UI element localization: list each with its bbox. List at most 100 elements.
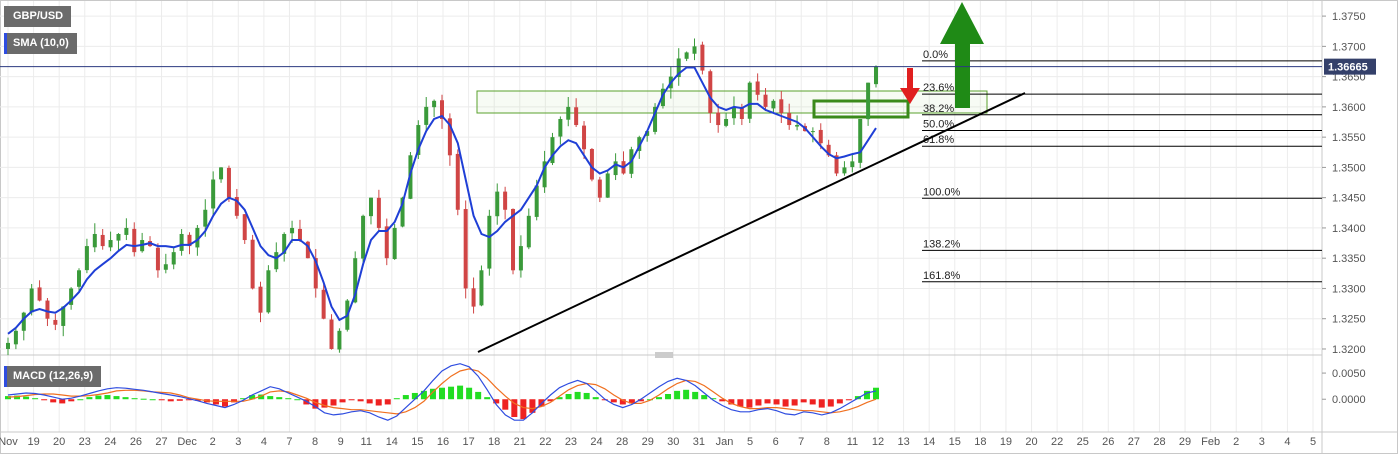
macd-histogram-bar (420, 390, 427, 400)
macd-histogram-bar (222, 399, 228, 407)
y-tick-label: 1.3550 (1332, 132, 1366, 144)
candle-body (850, 161, 855, 168)
candle-body (242, 214, 247, 241)
candle-body (613, 161, 618, 176)
macd-histogram-bar (511, 399, 518, 418)
candle-body (455, 153, 460, 210)
macd-histogram-bar (294, 399, 301, 401)
macd-histogram-bar (77, 399, 84, 401)
symbol-badge[interactable]: GBP/USD (4, 6, 72, 27)
candle-body (258, 286, 263, 313)
macd-histogram-bar (556, 397, 563, 400)
candle-body (779, 99, 784, 113)
x-tick-label: 24 (590, 436, 602, 448)
candle-body (511, 208, 516, 271)
candle-body (818, 129, 823, 144)
candle-body (440, 100, 444, 119)
candle-body (724, 118, 729, 126)
x-tick-label: 15 (411, 436, 423, 448)
macd-histogram-bar (384, 399, 391, 405)
candle-body (597, 179, 602, 198)
x-tick-label: 8 (312, 436, 318, 448)
candle-body (77, 270, 82, 287)
x-tick-label: Dec (177, 436, 197, 448)
macd-histogram-bar (429, 388, 436, 400)
candle-body (195, 227, 200, 248)
x-tick-label: 19 (27, 436, 39, 448)
candle-body (653, 106, 658, 132)
x-tick-label: 3 (235, 436, 241, 448)
candle-body (739, 107, 744, 119)
macd-histogram-bar (719, 399, 726, 402)
candle-body (211, 179, 216, 209)
macd-histogram-bar (764, 399, 771, 404)
macd-histogram-bar (41, 399, 48, 401)
candle-body (526, 215, 531, 248)
x-tick-label: 15 (949, 436, 961, 448)
candle-body (163, 264, 168, 270)
macd-line (7, 363, 877, 421)
macd-histogram-bar (791, 399, 798, 406)
macd-histogram-bar (665, 394, 672, 400)
candle-body (266, 270, 271, 313)
macd-histogram-bar (86, 397, 93, 400)
macd-histogram-bar (574, 391, 581, 400)
macd-histogram-bar (339, 399, 346, 403)
macd-histogram-bar (176, 399, 183, 401)
macd-histogram-bar (836, 399, 843, 404)
macd-histogram-bar (249, 395, 256, 400)
macd-histogram-bar (185, 399, 192, 401)
x-tick-label: 30 (667, 436, 679, 448)
macd-histogram-bar (737, 399, 744, 407)
candle-body (305, 241, 310, 259)
x-tick-label: 27 (155, 436, 167, 448)
macd-histogram-bar (321, 399, 328, 408)
candle-body (645, 131, 650, 136)
x-tick-label: 20 (1025, 436, 1037, 448)
macd-histogram-bar (357, 399, 364, 402)
macd-histogram-bar (610, 399, 617, 403)
candle-body (684, 52, 689, 59)
macd-histogram-bar (375, 399, 382, 406)
sma-indicator-badge[interactable]: SMA (10,0) (4, 33, 77, 54)
x-tick-label: 14 (923, 436, 935, 448)
candle-body (763, 94, 768, 107)
x-tick-label: 21 (514, 436, 526, 448)
candle-body (589, 149, 594, 180)
macd-histogram-bar (863, 390, 870, 400)
macd-histogram-bar (448, 386, 455, 400)
fib-label: 100.0% (923, 186, 961, 198)
candle-body (503, 191, 508, 210)
candle-body (810, 131, 815, 133)
x-tick-label: 14 (386, 436, 398, 448)
price-axis: 1.37501.37001.36501.36001.35501.35001.34… (0, 11, 1376, 356)
candle-body (771, 100, 776, 109)
macd-histogram-bar (674, 390, 681, 400)
candle-body (550, 137, 555, 164)
x-tick-label: 24 (104, 436, 116, 448)
candle-body (329, 319, 334, 349)
macd-histogram-bar (845, 399, 852, 401)
macd-histogram-bar (95, 395, 102, 400)
candle-body (605, 173, 610, 198)
macd-indicator-badge[interactable]: MACD (12,26,9) (4, 366, 102, 387)
candle-body (171, 252, 176, 265)
support-trendline (477, 92, 1026, 353)
x-tick-label: 11 (361, 436, 372, 448)
x-tick-label: 31 (693, 436, 705, 448)
x-tick-label: 25 (1077, 436, 1089, 448)
candle-body (432, 100, 437, 108)
x-tick-label: 4 (1284, 436, 1290, 448)
x-tick-label: 23 (565, 436, 577, 448)
x-tick-label: 11 (847, 436, 858, 448)
macd-histogram-bar (773, 399, 780, 405)
macd-histogram-bar (194, 399, 201, 401)
candle-body (463, 209, 468, 289)
candle-body (187, 234, 192, 247)
vertical-gridlines (7, 0, 1314, 432)
macd-histogram-bar (692, 391, 699, 400)
macd-histogram-bar (131, 398, 138, 400)
x-tick-label: 8 (824, 436, 830, 448)
